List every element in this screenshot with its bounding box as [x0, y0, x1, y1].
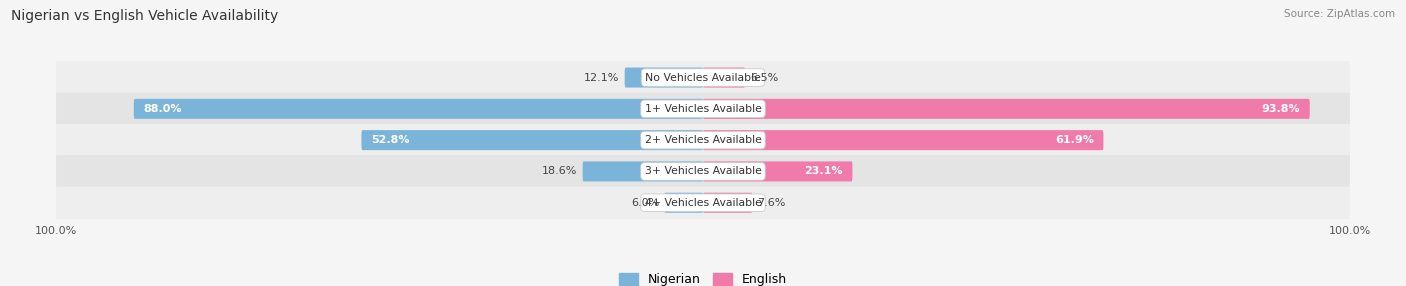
FancyBboxPatch shape — [703, 99, 1310, 119]
Text: Nigerian vs English Vehicle Availability: Nigerian vs English Vehicle Availability — [11, 9, 278, 23]
FancyBboxPatch shape — [703, 67, 745, 88]
FancyBboxPatch shape — [56, 93, 1350, 125]
Text: 52.8%: 52.8% — [371, 135, 409, 145]
FancyBboxPatch shape — [703, 193, 752, 213]
FancyBboxPatch shape — [361, 130, 703, 150]
Text: Source: ZipAtlas.com: Source: ZipAtlas.com — [1284, 9, 1395, 19]
Text: 18.6%: 18.6% — [543, 166, 578, 176]
FancyBboxPatch shape — [56, 61, 1350, 94]
Text: 93.8%: 93.8% — [1261, 104, 1301, 114]
Text: 6.5%: 6.5% — [751, 73, 779, 83]
FancyBboxPatch shape — [624, 67, 703, 88]
FancyBboxPatch shape — [56, 155, 1350, 188]
FancyBboxPatch shape — [582, 161, 703, 181]
Text: 7.6%: 7.6% — [758, 198, 786, 208]
Text: 12.1%: 12.1% — [583, 73, 620, 83]
FancyBboxPatch shape — [664, 193, 703, 213]
Text: 2+ Vehicles Available: 2+ Vehicles Available — [644, 135, 762, 145]
FancyBboxPatch shape — [703, 161, 852, 181]
Text: 1+ Vehicles Available: 1+ Vehicles Available — [644, 104, 762, 114]
Text: 6.0%: 6.0% — [631, 198, 659, 208]
Text: 4+ Vehicles Available: 4+ Vehicles Available — [644, 198, 762, 208]
FancyBboxPatch shape — [703, 130, 1104, 150]
Text: 23.1%: 23.1% — [804, 166, 842, 176]
Text: 3+ Vehicles Available: 3+ Vehicles Available — [644, 166, 762, 176]
FancyBboxPatch shape — [56, 186, 1350, 219]
Text: No Vehicles Available: No Vehicles Available — [645, 73, 761, 83]
FancyBboxPatch shape — [56, 124, 1350, 156]
FancyBboxPatch shape — [134, 99, 703, 119]
Text: 61.9%: 61.9% — [1054, 135, 1094, 145]
Text: 88.0%: 88.0% — [143, 104, 181, 114]
Legend: Nigerian, English: Nigerian, English — [614, 268, 792, 286]
